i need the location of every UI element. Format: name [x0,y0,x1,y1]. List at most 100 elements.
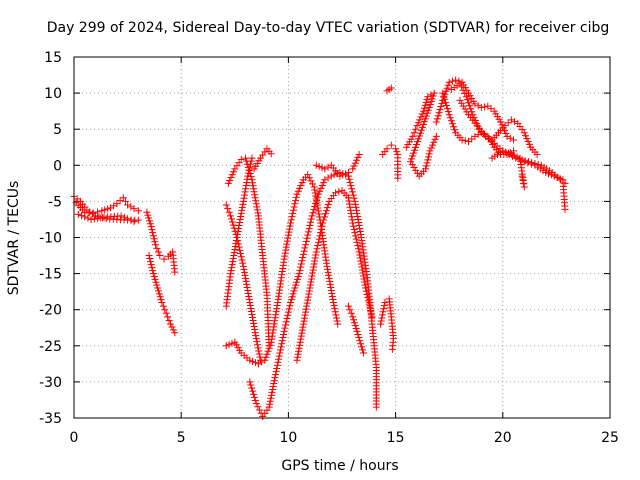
data-point [229,255,237,263]
data-point [303,302,311,310]
data-point [421,115,429,123]
data-point [347,309,355,317]
y-tick-label: 10 [44,86,62,102]
data-point [262,353,270,361]
data-point [169,326,177,334]
data-point [355,248,363,256]
data-point [301,311,309,319]
data-point [324,200,332,208]
data-point [246,170,254,178]
data-point [147,261,155,269]
data-point [120,213,128,221]
data-point [267,391,275,399]
series-arc-6 [222,154,256,310]
data-point [252,335,260,343]
data-point [388,345,396,353]
data-point [533,150,541,158]
data-point [416,129,424,137]
data-point [510,136,518,144]
data-point [355,218,363,226]
data-point [394,174,402,182]
data-point [171,329,179,337]
data-point [308,212,316,220]
data-point [498,121,506,129]
data-point [146,255,154,263]
data-point [550,172,558,180]
data-point [414,119,422,127]
data-point [146,258,154,266]
data-point [308,272,316,280]
data-point [281,324,289,332]
data-point [310,183,318,191]
data-point [268,388,276,396]
data-point [116,197,124,205]
data-point [524,159,532,167]
data-point [324,163,332,171]
data-point [351,159,359,167]
data-point [239,197,247,205]
data-point [335,188,343,196]
y-tick-label: 15 [44,50,62,66]
data-point [415,132,423,140]
data-point [356,227,364,235]
data-point [237,250,245,258]
data-point [358,263,366,271]
data-point [421,101,429,109]
data-point [87,215,95,223]
data-point [448,77,456,85]
data-point [297,335,305,343]
data-point [553,173,561,181]
data-point [239,259,247,267]
data-point [462,93,470,101]
data-point [293,356,301,364]
data-point [283,240,291,248]
data-point [250,393,258,401]
data-point [250,188,258,196]
y-axis-label: SDTVAR / TECUs [6,181,22,296]
data-point [307,177,315,185]
series-arc-7 [222,201,265,364]
data-point [230,224,238,232]
data-point [363,290,371,298]
data-point [520,129,528,137]
data-point [248,179,256,187]
data-point [367,310,375,318]
data-point [310,206,318,214]
data-point [282,246,290,254]
data-point [270,380,278,388]
data-point [285,225,293,233]
data-point [298,326,306,334]
data-point [281,252,289,260]
series-arc-8 [222,171,342,368]
data-point [424,156,432,164]
data-point [410,149,418,157]
data-point [508,152,516,160]
data-point [302,305,310,313]
data-point [377,317,385,325]
data-point [379,308,387,316]
data-point [297,260,305,268]
data-point [248,176,256,184]
data-point [81,213,89,221]
data-point [285,305,293,313]
data-point [461,89,469,97]
data-point [282,318,290,326]
data-point [296,338,304,346]
data-point [463,96,471,104]
data-point [423,159,431,167]
data-point [355,334,363,342]
data-point [449,123,457,131]
data-point [224,179,232,187]
data-point [242,182,250,190]
data-point [304,231,312,239]
data-point [330,171,338,179]
data-point [350,316,358,324]
data-point [124,201,132,209]
data-point [297,263,305,271]
data-point [227,174,235,182]
series-arc-14 [344,302,367,357]
data-point [305,287,313,295]
data-point [311,254,319,262]
data-point [160,255,168,263]
data-point [332,189,340,197]
